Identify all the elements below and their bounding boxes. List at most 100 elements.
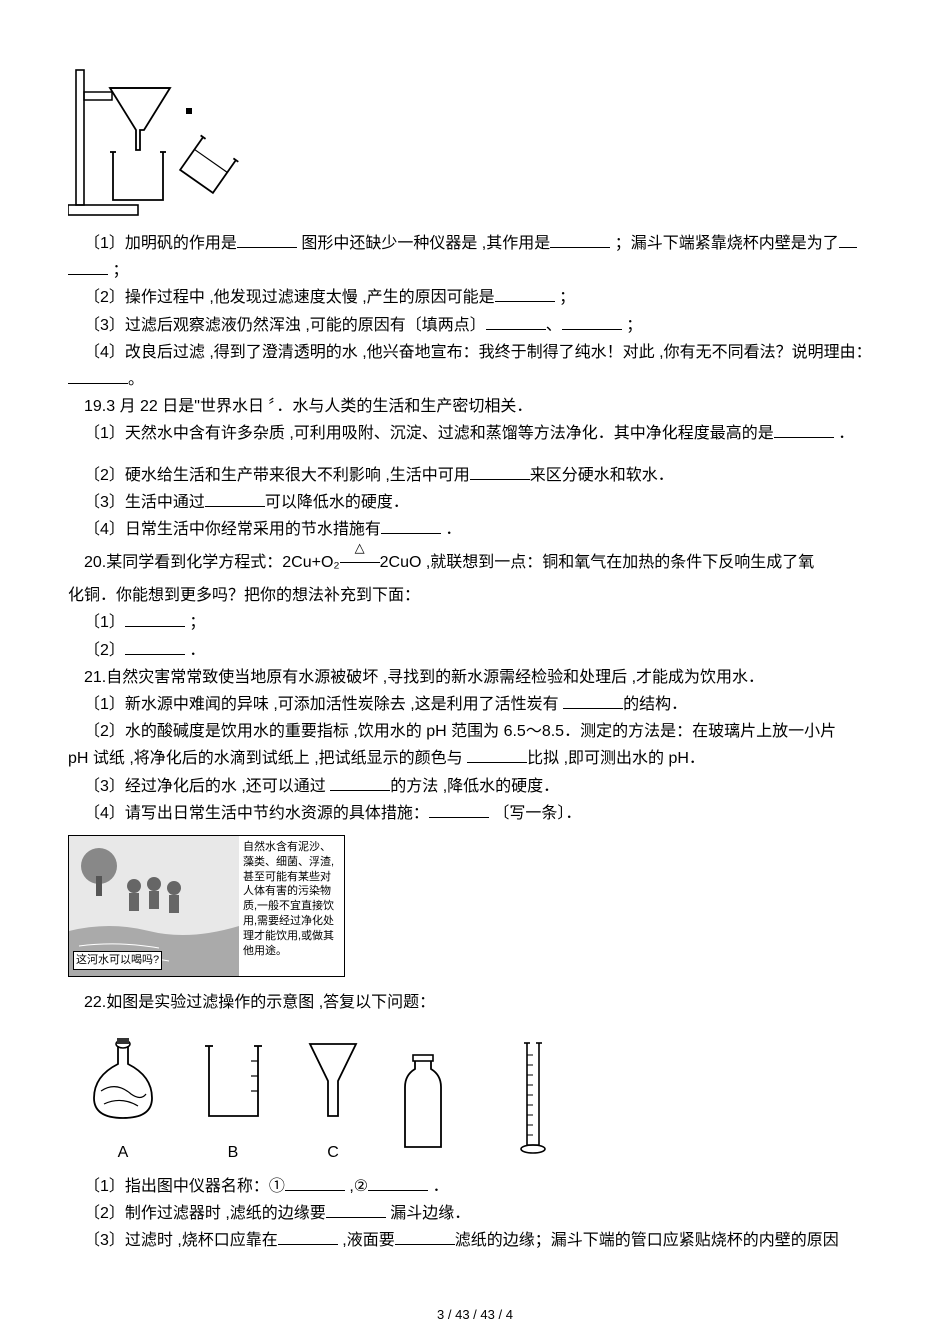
text: ,② [345,1178,368,1195]
figure-river: 这河水可以喝吗? 自然水含有泥沙、藻类、细菌、浮渣,甚至可能有某些对人体有害的污… [68,835,882,977]
figure-river-text: 自然水含有泥沙、藻类、细菌、浮渣,甚至可能有某些对人体有害的污染物质,一般不宜直… [239,836,344,976]
blank [381,518,441,534]
q18-line1: 〔1〕加明矾的作用是 图形中还缺少一种仪器是 ,其作用是 ；漏斗下端紧靠烧杯内壁… [68,230,882,257]
text: ；漏斗下端紧靠烧杯内壁是为了 [610,235,838,252]
text: ． [428,1178,448,1195]
blank [429,802,489,818]
text: 〔1〕天然水中含有许多杂质 ,可利用吸附、沉淀、过滤和蒸馏等方法净化．其中净化程… [84,425,774,442]
blank [68,368,128,384]
blank [495,286,555,302]
lab-item-cylinder [498,1037,568,1166]
q19-line2: 〔2〕硬水给生活和生产带来很大不利影响 ,生活中可用 来区分硬水和软水． [68,462,882,489]
lab-equipment-row: A B C [68,1026,882,1166]
text: 〔4〕请写出日常生活中节约水资源的具体措施： [84,805,429,822]
q22-l1: 〔1〕指出图中仪器名称：① ,② ． [68,1173,882,1200]
text: 。 [128,371,144,388]
page-footer: 3 / 43 / 43 / 4 [0,1304,950,1326]
blank [368,1175,428,1191]
blank [467,747,527,763]
text: 来区分硬水和软水． [530,467,674,484]
text: ． [185,642,205,659]
text: 〔1〕指出图中仪器名称：① [84,1178,285,1195]
spacer [68,448,882,462]
q20-s2: 〔2〕 ． [68,637,882,664]
blank [237,232,297,248]
river-caption: 这河水可以喝吗? [73,951,162,970]
lab-item-a: A [68,1026,178,1166]
q18-line3: 〔3〕过滤后观察滤液仍然浑浊 ,可能的原因有〔填两点〕 、 ； [68,312,882,339]
text: 可以降低水的硬度． [265,494,409,511]
q21-l2b: pH 试纸 ,将净化后的水滴到试纸上 ,把试纸显示的颜色与 比拟 ,即可测出水的… [68,745,882,772]
text: 〔3〕过滤后观察滤液仍然浑浊 ,可能的原因有〔填两点〕 [84,317,486,334]
text: 〔3〕经过净化后的水 ,还可以通过 [84,778,330,795]
text: pH 试纸 ,将净化后的水滴到试纸上 ,把试纸显示的颜色与 [68,750,467,767]
q20-line2: 化铜．你能想到更多吗？把你的想法补充到下面： [68,582,882,609]
text: 〔4〕日常生活中你经常采用的节水措施有 [84,521,381,538]
text: 的结构． [623,696,687,713]
text: ,液面要 [338,1232,395,1249]
q19-line4: 〔4〕日常生活中你经常采用的节水措施有 ． [68,516,882,543]
text: 比拟 ,即可测出水的 pH． [527,750,705,767]
text: ； [555,289,575,306]
q21-l3: 〔3〕经过净化后的水 ,还可以通过 的方法 ,降低水的硬度． [68,773,882,800]
figure-filtration-apparatus [68,60,882,220]
q21-l1: 〔1〕新水源中难闻的异味 ,可添加活性炭除去 ,这是利用了活性炭有 的结构． [68,691,882,718]
q18-line4-end: 。 [68,366,882,393]
blank [486,314,546,330]
text: ． [834,425,854,442]
text: 〔1〕新水源中难闻的异味 ,可添加活性炭除去 ,这是利用了活性炭有 [84,696,563,713]
text: 漏斗边缘． [386,1205,470,1222]
text: 〔1〕 [84,614,125,631]
blank [205,491,265,507]
label-c: C [288,1139,378,1166]
q21-title: 21.自然灾害常常致使当地原有水源被破坏 ,寻找到的新水源需经检验和处理后 ,才… [68,664,882,691]
reaction-arrow: △ [340,549,380,576]
q18-line1-cont: ； [68,257,882,284]
text: 〔2〕硬水给生活和生产带来很大不利影响 ,生活中可用 [84,467,470,484]
blank [326,1202,386,1218]
eq-line [340,562,380,563]
blank [125,639,185,655]
q22-l3: 〔3〕过滤时 ,烧杯口应靠在 ,液面要 滤纸的边缘；漏斗下端的管口应紧贴烧杯的内壁… [68,1227,882,1254]
q19-line1: 〔1〕天然水中含有许多杂质 ,可利用吸附、沉淀、过滤和蒸馏等方法净化．其中净化程… [68,420,882,447]
text: 2CuO ,就联想到一点：铜和氧气在加热的条件下反响生成了氧 [380,554,815,571]
text: 〔4〕改良后过滤 ,得到了澄清透明的水 ,他兴奋地宣布：我终于制得了纯水！对此 … [84,344,872,361]
q21-l2: 〔2〕水的酸碱度是饮用水的重要指标 ,饮用水的 pH 范围为 6.5～8.5．测… [68,718,882,745]
q19-line3: 〔3〕生活中通过 可以降低水的硬度． [68,489,882,516]
text: 〔3〕生活中通过 [84,494,205,511]
text: ． [441,521,461,538]
blank [563,693,623,709]
text: 图形中还缺少一种仪器是 ,其作用是 [297,235,550,252]
q22-l2: 〔2〕制作过滤器时 ,滤纸的边缘要 漏斗边缘． [68,1200,882,1227]
blank [470,464,530,480]
blank [330,775,390,791]
text: 〔3〕过滤时 ,烧杯口应靠在 [84,1232,278,1249]
text: ； [622,317,642,334]
blank [774,422,834,438]
q22-title: 22.如图是实验过滤操作的示意图 ,答复以下问题： [68,989,882,1016]
figure-river-image: 这河水可以喝吗? [69,836,239,976]
label-b: B [178,1139,288,1166]
blank [285,1175,345,1191]
label-a: A [68,1139,178,1166]
text: ； [185,614,205,631]
blank [839,232,857,248]
lab-item-bottle [378,1047,468,1166]
q18-line2: 〔2〕操作过程中 ,他发现过滤速度太慢 ,产生的原因可能是 ； [68,284,882,311]
text: 滤纸的边缘；漏斗下端的管口应紧贴烧杯的内壁的原因 [455,1232,839,1249]
lab-item-b: B [178,1026,288,1166]
blank [68,259,108,275]
text: 〔2〕操作过程中 ,他发现过滤速度太慢 ,产生的原因可能是 [84,289,495,306]
q18-line4: 〔4〕改良后过滤 ,得到了澄清透明的水 ,他兴奋地宣布：我终于制得了纯水！对此 … [68,339,882,366]
q21-l4: 〔4〕请写出日常生活中节约水资源的具体措施： 〔写一条〕． [68,800,882,827]
text: 、 [546,317,562,334]
blank [562,314,622,330]
text: 〔2〕制作过滤器时 ,滤纸的边缘要 [84,1205,326,1222]
text: 20.某同学看到化学方程式：2Cu+O₂ [84,554,340,571]
q20-s1: 〔1〕 ； [68,609,882,636]
q19-title: 19.3 月 22 日是"世界水日 〞．水与人类的生活和生产密切相关． [68,393,882,420]
text: 〔1〕加明矾的作用是 [84,235,237,252]
text: 〔2〕 [84,642,125,659]
blank [395,1229,455,1245]
q20-line1: 20.某同学看到化学方程式：2Cu+O₂△2CuO ,就联想到一点：铜和氧气在加… [68,549,882,576]
